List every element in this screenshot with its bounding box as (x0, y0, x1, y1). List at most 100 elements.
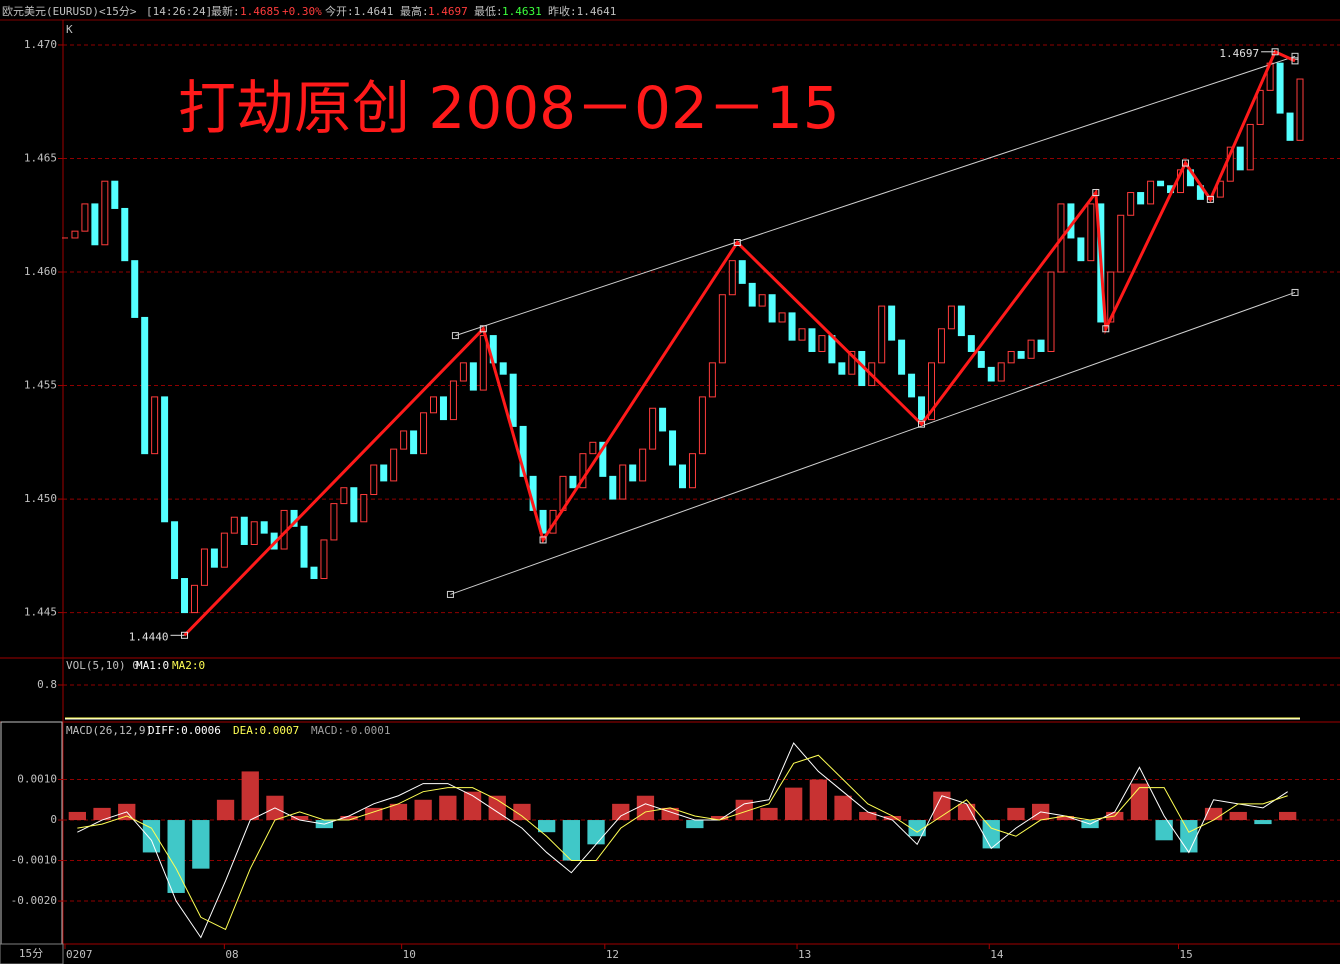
candle (539, 509, 547, 534)
y-tick-label: 0.8 (37, 678, 57, 691)
candle (649, 407, 657, 450)
candle (688, 453, 696, 489)
candle (1047, 271, 1055, 352)
macd-bar (1056, 815, 1074, 821)
candle (260, 521, 268, 534)
candle (738, 260, 746, 284)
candle (410, 430, 418, 455)
indicator-label: DIFF:0.0006 (148, 724, 221, 737)
overlay-title: 打劫原创 2008－02－15 (178, 74, 840, 142)
x-tick-label: 10 (403, 948, 416, 961)
candle (599, 441, 607, 477)
candle (1077, 237, 1085, 262)
candle (669, 430, 677, 466)
y-tick-label: 1.450 (24, 492, 57, 505)
macd-bar (439, 795, 457, 821)
channel-handle (446, 590, 454, 598)
candle (708, 362, 716, 398)
change: +0.30% (282, 5, 322, 18)
candle (400, 430, 408, 450)
candle (1296, 78, 1304, 141)
macd-bar (1007, 807, 1025, 821)
ma-label: MA2:0 (172, 659, 205, 672)
candle (200, 548, 208, 586)
pivot-marker (733, 239, 741, 247)
macd-bar (883, 815, 902, 821)
time: [14:26:24] (146, 5, 212, 18)
annotation: 1.4697 (1219, 47, 1259, 60)
candle (1147, 180, 1155, 205)
candle (81, 203, 89, 232)
pivot-marker (539, 536, 547, 544)
macd-bar (710, 815, 729, 821)
candle (350, 487, 358, 523)
candle (1137, 192, 1145, 205)
candle (360, 494, 368, 523)
candle (898, 339, 906, 375)
candle (1127, 192, 1135, 216)
x-tick-label: 14 (990, 948, 1004, 961)
y-tick-label: 0 (50, 813, 57, 826)
candle (1286, 112, 1294, 141)
macd-bar (1229, 811, 1247, 821)
macd-bar (686, 820, 704, 829)
macd-bar (216, 799, 235, 821)
candle (788, 312, 796, 341)
y-tick-label: -0.0010 (11, 854, 57, 867)
candle (330, 503, 338, 541)
candle (619, 464, 627, 500)
candle (479, 335, 487, 391)
panel-label: K (66, 23, 73, 36)
candle (439, 396, 447, 421)
pivot-marker (918, 420, 926, 428)
candle (300, 525, 308, 568)
macd-bar (908, 820, 926, 837)
candle (888, 305, 896, 341)
candle (937, 328, 945, 364)
macd-bar (1204, 807, 1223, 821)
macd-bar (612, 803, 630, 821)
macd-bar (1180, 820, 1198, 853)
candle (629, 464, 637, 482)
candle (430, 396, 438, 414)
candle (1027, 339, 1035, 359)
candle (340, 487, 348, 505)
last-label: 最新: (211, 4, 240, 18)
pivot-marker (1206, 195, 1214, 203)
diff-line (77, 742, 1288, 939)
annotation: 1.4440 (129, 630, 169, 643)
pivot-marker (1181, 159, 1189, 167)
candle (579, 453, 587, 489)
macd-bar (809, 779, 827, 821)
candle (519, 425, 527, 477)
macd-bar (1279, 811, 1297, 821)
low: 1.4631 (502, 5, 542, 18)
candle (639, 448, 647, 482)
candle (230, 516, 238, 534)
macd-bar (859, 811, 877, 821)
macd-bar (562, 820, 580, 861)
candle (320, 539, 328, 580)
candle (1117, 214, 1125, 273)
candle (698, 396, 706, 455)
macd-bar (538, 820, 556, 833)
candle (1087, 203, 1095, 262)
candle (1157, 180, 1165, 187)
low-label: 最低: (474, 5, 503, 18)
candle (131, 260, 139, 318)
candle (927, 362, 935, 421)
candle (141, 316, 149, 455)
panel-title: VOL(5,10) 0 (66, 659, 139, 672)
pivot-marker (1092, 189, 1100, 197)
period-label: 15分 (19, 947, 43, 960)
period-box (0, 943, 64, 964)
macd-bar (982, 820, 1000, 849)
macd-bar (834, 795, 852, 821)
candle (101, 180, 109, 246)
macd-bar (488, 795, 506, 821)
macd-bar (785, 787, 803, 821)
candle (1256, 89, 1264, 125)
symbol: 欧元美元(EURUSD)<15分> (2, 5, 137, 18)
